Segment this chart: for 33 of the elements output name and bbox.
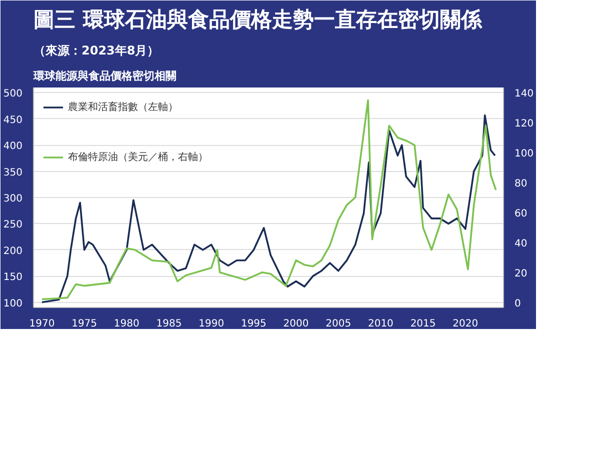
chart-subtitle: 環球能源與食品價格密切相關 [32,70,176,82]
legend-label: 布倫特原油（美元／桶，右軸） [68,150,208,164]
y2-tick-label: 100 [514,148,534,160]
x-tick-label: 2005 [326,318,352,330]
y-tick-label: 500 [3,88,23,100]
y2-tick-label: 20 [514,268,528,280]
text: （來源：2023年8月） [34,44,160,58]
y2-tick-label: 40 [514,238,528,250]
y2-tick-label: 0 [514,298,521,310]
x-tick-label: 1970 [29,318,55,330]
y-tick-label: 150 [3,272,23,284]
x-tick-label: 1975 [72,318,98,330]
x-tick-label: 2000 [283,318,309,330]
chart-title: 圖三 環球石油與食品價格走勢一直存在密切關係 [34,8,483,32]
y2-tick-label: 120 [514,118,534,130]
x-tick-label: 1985 [156,318,182,330]
x-tick-label: 1995 [240,318,266,330]
y-tick-label: 350 [3,167,23,178]
y2-tick-label: 60 [514,208,528,220]
x-tick-label: 1980 [114,318,140,330]
x-tick-label: 2015 [410,318,436,330]
y2-tick-label: 140 [514,88,534,100]
y-tick-label: 400 [3,141,23,152]
y-tick-label: 300 [3,194,23,204]
x-tick-label: 2010 [368,318,394,330]
y2-tick-label: 80 [514,178,528,190]
y-tick-label: 250 [3,220,23,231]
x-tick-label: 1990 [198,318,224,330]
y-tick-label: 450 [3,114,23,126]
y-tick-label: 200 [3,246,23,257]
y-tick-label: 100 [3,298,23,310]
x-tick-label: 2020 [452,318,478,330]
legend-label: 農業和活畜指數（左軸） [68,100,178,114]
